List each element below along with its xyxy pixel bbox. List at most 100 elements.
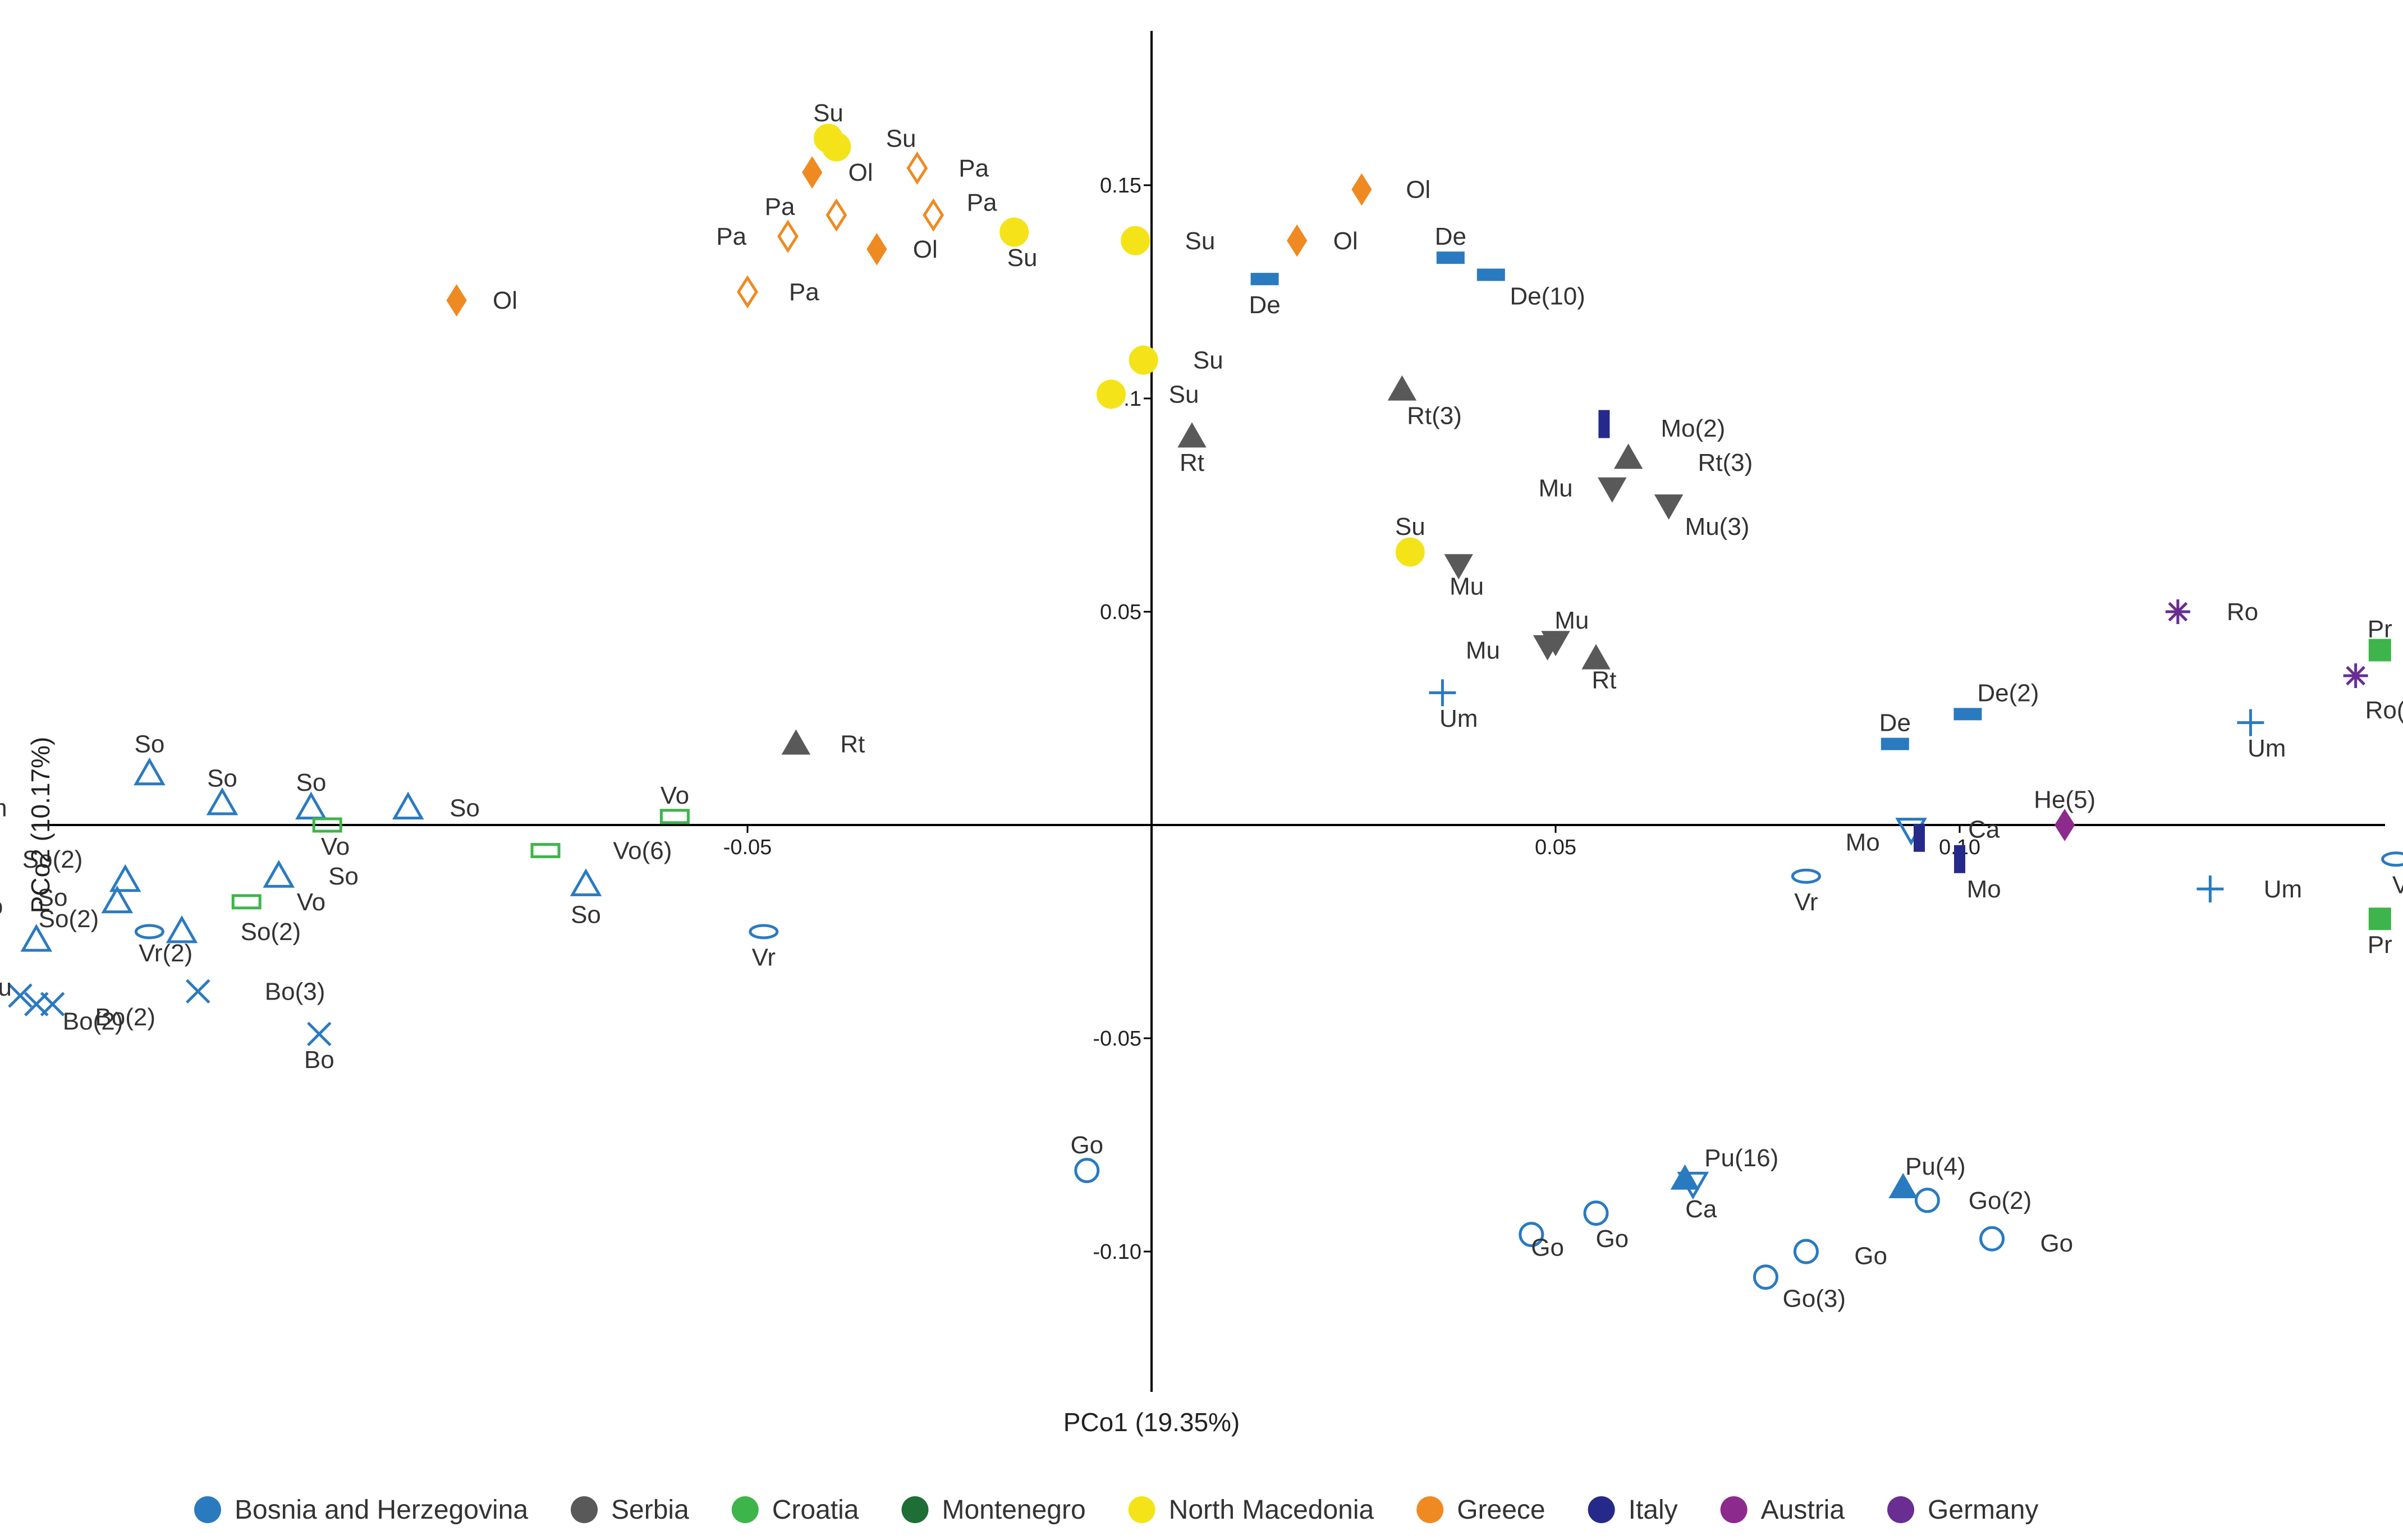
- point-label: Ca: [1685, 1195, 1717, 1223]
- point-label: Mo(2): [1661, 415, 1725, 442]
- point-italy-mo: [1954, 845, 1965, 873]
- point-label: Ol: [1333, 227, 1358, 255]
- legend-label: Bosnia and Herzegovina: [235, 1495, 528, 1525]
- point-label: So: [38, 884, 68, 911]
- point-bosnia-bo-2: [8, 983, 33, 1008]
- point-bosnia-vr: [749, 924, 779, 939]
- point-label: Go: [1854, 1243, 1887, 1270]
- point-bosnia-de: [1250, 273, 1279, 286]
- point-label: Vr(2): [139, 939, 192, 967]
- point-croatia-vo: [312, 817, 342, 833]
- point-bosnia-go: [1074, 1158, 1100, 1184]
- point-bosnia-so-2: [20, 924, 53, 952]
- x-axis-label: PCo1 (19.35%): [1063, 1408, 1240, 1437]
- point-bosnia-de-2: [1953, 708, 1982, 721]
- point-bosnia-um: [2196, 876, 2224, 902]
- point-label: So(2): [241, 918, 301, 946]
- legend-item-montenegro: Montenegro: [901, 1495, 1086, 1525]
- point-bosnia-vr: [2381, 851, 2403, 867]
- legend-item-germany: Germany: [1887, 1495, 2038, 1525]
- point-northmacedonia-su: [1121, 226, 1150, 255]
- legend-label: Italy: [1629, 1495, 1678, 1525]
- point-bosnia-so: [570, 868, 602, 896]
- point-label: Mu: [1538, 475, 1572, 502]
- point-greece-ol: [1287, 224, 1308, 257]
- point-northmacedonia-su: [1129, 345, 1158, 375]
- point-croatia-pr: [2368, 907, 2391, 931]
- legend-swatch: [1887, 1496, 1915, 1523]
- point-italy-mo-2: [1598, 410, 1610, 438]
- point-bosnia-go-3: [1753, 1264, 1778, 1290]
- legend-label: Austria: [1761, 1495, 1845, 1525]
- point-bosnia-de: [1881, 737, 1909, 750]
- point-label: Pa: [959, 155, 989, 182]
- point-label: Pa: [967, 189, 997, 216]
- point-bosnia-ca: [1677, 1171, 1709, 1200]
- point-label: Ol: [1406, 176, 1430, 204]
- point-greece-ol: [446, 284, 467, 317]
- point-label: Bo: [0, 892, 3, 920]
- point-bosnia-de: [1436, 251, 1465, 264]
- legend-item-north-macedonia: North Macedonia: [1128, 1495, 1374, 1525]
- point-label: De: [1435, 223, 1466, 250]
- legend-swatch: [1720, 1496, 1748, 1523]
- point-croatia-vo: [659, 809, 690, 824]
- legend-item-serbia: Serbia: [571, 1495, 689, 1525]
- point-serbia-rt: [1177, 422, 1207, 448]
- point-greece-ol: [1351, 173, 1372, 206]
- legend-label: Montenegro: [942, 1495, 1086, 1525]
- point-label: Um: [1439, 705, 1478, 732]
- point-bosnia-vr-2: [134, 924, 164, 939]
- point-bosnia-um: [2237, 709, 2264, 736]
- point-label: So: [207, 764, 237, 792]
- point-label: Vo: [661, 782, 689, 809]
- point-label: Ru: [0, 974, 12, 1001]
- legend-label: North Macedonia: [1169, 1495, 1374, 1525]
- x-tick-label: 0.05: [1535, 836, 1576, 859]
- point-label: Um: [0, 795, 7, 822]
- y-tick-label: -0.10: [1093, 1240, 1141, 1264]
- point-serbia-rt: [1581, 644, 1611, 670]
- point-label: Rt: [1592, 667, 1616, 694]
- point-label: De: [1249, 291, 1280, 319]
- point-greece-pa: [923, 198, 944, 232]
- point-northmacedonia-su: [1395, 537, 1425, 567]
- point-label: Bo(2): [63, 1008, 123, 1035]
- point-label: Go: [1595, 1225, 1629, 1253]
- point-bosnia-so: [263, 860, 295, 888]
- point-bosnia-go: [1979, 1226, 2005, 1252]
- point-label: Ca: [1968, 816, 2000, 844]
- point-germany-ro-3: [2343, 663, 2368, 688]
- point-label: Mo: [1967, 876, 2001, 903]
- point-label: Pu(16): [1704, 1144, 1778, 1172]
- point-label: Go: [2040, 1230, 2073, 1257]
- point-label: Mu: [1450, 572, 1484, 600]
- point-label: Pr: [2368, 931, 2392, 959]
- legend-item-austria: Austria: [1720, 1495, 1845, 1525]
- point-northmacedonia-su: [1097, 379, 1126, 409]
- legend-swatch: [571, 1496, 598, 1523]
- point-label: Rt(3): [1698, 449, 1753, 476]
- point-bosnia-bo-3: [186, 979, 210, 1004]
- point-bosnia-pu-4: [1888, 1172, 1918, 1198]
- point-label: Mu: [1466, 636, 1500, 664]
- point-serbia-mu: [1598, 477, 1627, 503]
- point-bosnia-go-2: [1914, 1188, 1940, 1213]
- legend-swatch: [1416, 1496, 1444, 1523]
- point-bosnia-so: [295, 791, 327, 820]
- point-label: De(2): [1977, 679, 2039, 707]
- point-label: Pr: [2368, 615, 2392, 643]
- point-label: So: [571, 901, 601, 929]
- point-label: So: [328, 863, 359, 890]
- legend-label: Germany: [1928, 1495, 2038, 1525]
- point-label: Su: [1007, 244, 1038, 272]
- point-northmacedonia-su: [822, 132, 851, 162]
- point-italy-mo: [1914, 823, 1925, 852]
- point-label: De(10): [1510, 283, 1585, 310]
- point-bosnia-so: [206, 787, 239, 815]
- point-label: Go(2): [1969, 1187, 2031, 1214]
- point-label: So: [450, 795, 480, 822]
- legend-swatch: [731, 1496, 759, 1523]
- point-label: So(2): [39, 905, 99, 933]
